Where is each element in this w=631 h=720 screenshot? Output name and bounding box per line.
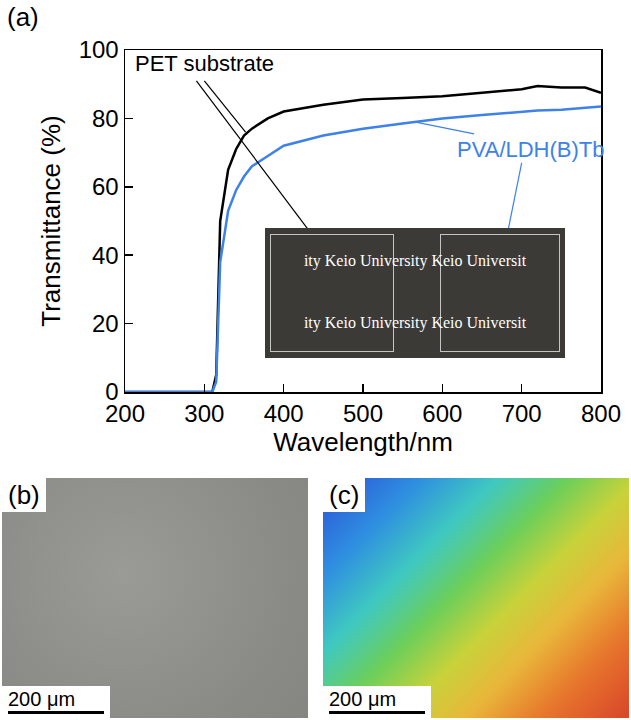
svg-text:700: 700 <box>502 400 542 427</box>
svg-text:20: 20 <box>92 310 119 337</box>
svg-text:200: 200 <box>105 400 145 427</box>
svg-text:PET substrate: PET substrate <box>135 51 274 76</box>
svg-text:PVA/LDH(B)Tb: PVA/LDH(B)Tb <box>457 137 605 162</box>
html-text:200 μm: 200 μm <box>8 688 76 710</box>
svg-text:0: 0 <box>105 378 118 405</box>
html-text:(a): (a) <box>7 2 39 32</box>
html-text:ity Keio University Keio Unive: ity Keio University Keio Universit <box>303 314 527 331</box>
svg-text:400: 400 <box>264 400 304 427</box>
svg-text:800: 800 <box>581 400 621 427</box>
html-text:(b): (b) <box>8 480 40 510</box>
svg-text:60: 60 <box>92 173 119 200</box>
svg-text:600: 600 <box>422 400 462 427</box>
svg-text:Transmittance (%): Transmittance (%) <box>36 115 66 326</box>
svg-text:40: 40 <box>92 242 119 269</box>
svg-text:300: 300 <box>184 400 224 427</box>
html-text:(c): (c) <box>329 480 360 510</box>
svg-text:80: 80 <box>92 105 119 132</box>
svg-text:100: 100 <box>79 36 119 63</box>
html-text:ity Keio University Keio Unive: ity Keio University Keio Universit <box>303 252 527 269</box>
svg-text:Wavelength/nm: Wavelength/nm <box>273 427 453 457</box>
html-text:200 μm: 200 μm <box>329 688 397 710</box>
svg-text:500: 500 <box>343 400 383 427</box>
